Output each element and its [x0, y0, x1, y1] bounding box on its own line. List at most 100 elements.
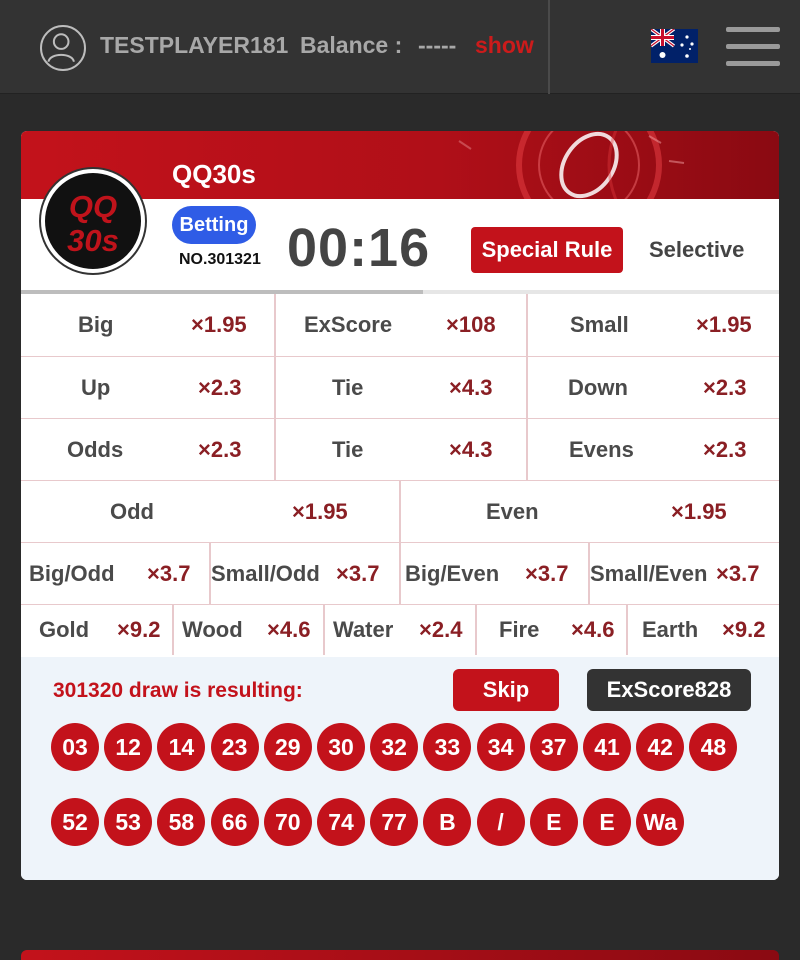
- bet-label: Up: [81, 374, 111, 400]
- header-divider: [548, 0, 550, 94]
- bet-option[interactable]: Earth ×9.2: [628, 605, 779, 655]
- bet-label: Big/Even: [405, 560, 500, 586]
- game-logo: QQ 30s: [41, 169, 145, 273]
- bet-odds: ×1.95: [292, 498, 348, 524]
- bet-odds: ×9.2: [722, 617, 766, 642]
- show-balance-link[interactable]: show: [475, 32, 534, 58]
- result-ball: 37: [529, 723, 578, 771]
- next-game-card-header: [21, 950, 779, 960]
- issue-number: NO.301321: [179, 251, 261, 268]
- selective-link[interactable]: Selective: [649, 237, 745, 262]
- bet-odds: ×3.7: [147, 560, 191, 586]
- bet-option[interactable]: Tie ×4.3: [276, 357, 528, 418]
- bet-label: Water: [333, 617, 394, 642]
- result-ball: 14: [157, 723, 206, 771]
- result-ball: Wa: [636, 798, 685, 846]
- bet-odds: ×2.3: [198, 374, 242, 400]
- bet-odds: ×2.3: [198, 436, 242, 462]
- australia-flag-icon[interactable]: [649, 27, 698, 63]
- bet-odds: ×4.3: [449, 436, 493, 462]
- result-ball: 23: [210, 723, 259, 771]
- countdown-timer: 00:16: [287, 218, 431, 278]
- bet-option[interactable]: Tie ×4.3: [276, 419, 528, 480]
- countdown-progress-bar: [21, 290, 779, 294]
- skip-button[interactable]: Skip: [453, 669, 559, 711]
- result-ball: 33: [423, 723, 472, 771]
- bet-option[interactable]: Fire ×4.6: [477, 605, 628, 655]
- bet-option[interactable]: Odds ×2.3: [21, 419, 276, 480]
- bet-option[interactable]: Up ×2.3: [21, 357, 276, 418]
- result-ball: 66: [210, 798, 259, 846]
- bet-option[interactable]: Even ×1.95: [401, 481, 779, 542]
- bet-row-4: Odd ×1.95 Even ×1.95: [21, 481, 779, 543]
- result-ball: 77: [370, 798, 419, 846]
- balance-value: -----: [418, 32, 457, 58]
- result-ball: 74: [317, 798, 365, 846]
- result-ball: 32: [370, 723, 419, 771]
- card-header: QQ30s: [21, 131, 779, 199]
- bet-label: Big/Odd: [29, 560, 115, 586]
- bet-option[interactable]: ExScore ×108: [276, 294, 528, 356]
- draw-result-panel: 301320 draw is resulting: Skip ExScore82…: [21, 657, 779, 880]
- bet-odds: ×3.7: [525, 560, 569, 586]
- bet-label: Tie: [332, 436, 364, 462]
- special-rule-button[interactable]: Special Rule: [471, 227, 623, 273]
- bet-odds: ×2.3: [703, 436, 747, 462]
- bet-label: Tie: [332, 374, 364, 400]
- bet-grid: Big ×1.95 ExScore ×108 Small ×1.95 Up ×2…: [21, 294, 779, 655]
- bet-label: Even: [486, 498, 539, 524]
- bet-odds: ×4.3: [449, 374, 493, 400]
- bet-odds: ×1.95: [191, 312, 247, 337]
- user-avatar-icon[interactable]: [40, 25, 86, 71]
- bet-option[interactable]: Small ×1.95: [528, 294, 779, 356]
- bet-option[interactable]: Water ×2.4: [325, 605, 477, 655]
- bet-option[interactable]: Big ×1.95: [21, 294, 276, 356]
- bet-option[interactable]: Big/Even ×3.7: [401, 543, 590, 604]
- result-ball: 29: [263, 723, 312, 771]
- game-title: QQ30s: [172, 159, 256, 189]
- bet-row-2: Up ×2.3 Tie ×4.3 Down ×2.3: [21, 357, 779, 419]
- result-ball: B: [423, 798, 472, 846]
- bet-option[interactable]: Odd ×1.95: [21, 481, 401, 542]
- bet-odds: ×2.3: [703, 374, 747, 400]
- draw-result-text: 301320 draw is resulting:: [53, 679, 303, 702]
- result-ball: 58: [157, 798, 206, 846]
- result-ball: 12: [104, 723, 153, 771]
- exscore-badge: ExScore828: [587, 669, 751, 711]
- bet-label: Small/Even: [590, 560, 708, 586]
- bet-row-6: Gold ×9.2 Wood ×4.6 Water ×2.4 Fire ×4.6…: [21, 605, 779, 655]
- result-ball: 41: [583, 723, 631, 771]
- countdown-progress-fill: [21, 290, 423, 294]
- status-badge: Betting: [172, 206, 256, 244]
- bet-row-3: Odds ×2.3 Tie ×4.3 Evens ×2.3: [21, 419, 779, 481]
- bet-option[interactable]: Small/Even ×3.7: [590, 543, 779, 604]
- result-ball: /: [476, 798, 525, 846]
- balance-label: Balance :: [300, 32, 403, 58]
- bet-label: Wood: [182, 617, 243, 642]
- bet-label: Fire: [499, 617, 540, 642]
- username: TESTPLAYER181: [100, 32, 289, 58]
- bet-label: Gold: [39, 617, 90, 642]
- hamburger-menu-icon[interactable]: [726, 25, 780, 69]
- result-ball: 53: [104, 798, 153, 846]
- bet-row-1: Big ×1.95 ExScore ×108 Small ×1.95: [21, 294, 779, 357]
- bet-label: Odd: [110, 498, 154, 524]
- bet-label: Down: [568, 374, 628, 400]
- bet-option[interactable]: Gold ×9.2: [21, 605, 174, 655]
- bet-option[interactable]: Small/Odd ×3.7: [211, 543, 401, 604]
- result-ball: 34: [476, 723, 525, 771]
- bet-label: ExScore: [304, 312, 393, 337]
- bet-label: Big: [78, 312, 114, 337]
- bet-option[interactable]: Big/Odd ×3.7: [21, 543, 211, 604]
- bet-label: Odds: [67, 436, 124, 462]
- bet-odds: ×1.95: [671, 498, 727, 524]
- bet-label: Small/Odd: [211, 560, 320, 586]
- result-ball: 70: [263, 798, 312, 846]
- bet-odds: ×4.6: [267, 617, 311, 642]
- bet-option[interactable]: Down ×2.3: [528, 357, 779, 418]
- bet-option[interactable]: Wood ×4.6: [174, 605, 325, 655]
- speedometer-decoration-icon: [458, 131, 685, 199]
- bet-odds: ×108: [446, 312, 496, 337]
- bet-option[interactable]: Evens ×2.3: [528, 419, 779, 480]
- result-ball: 42: [636, 723, 685, 771]
